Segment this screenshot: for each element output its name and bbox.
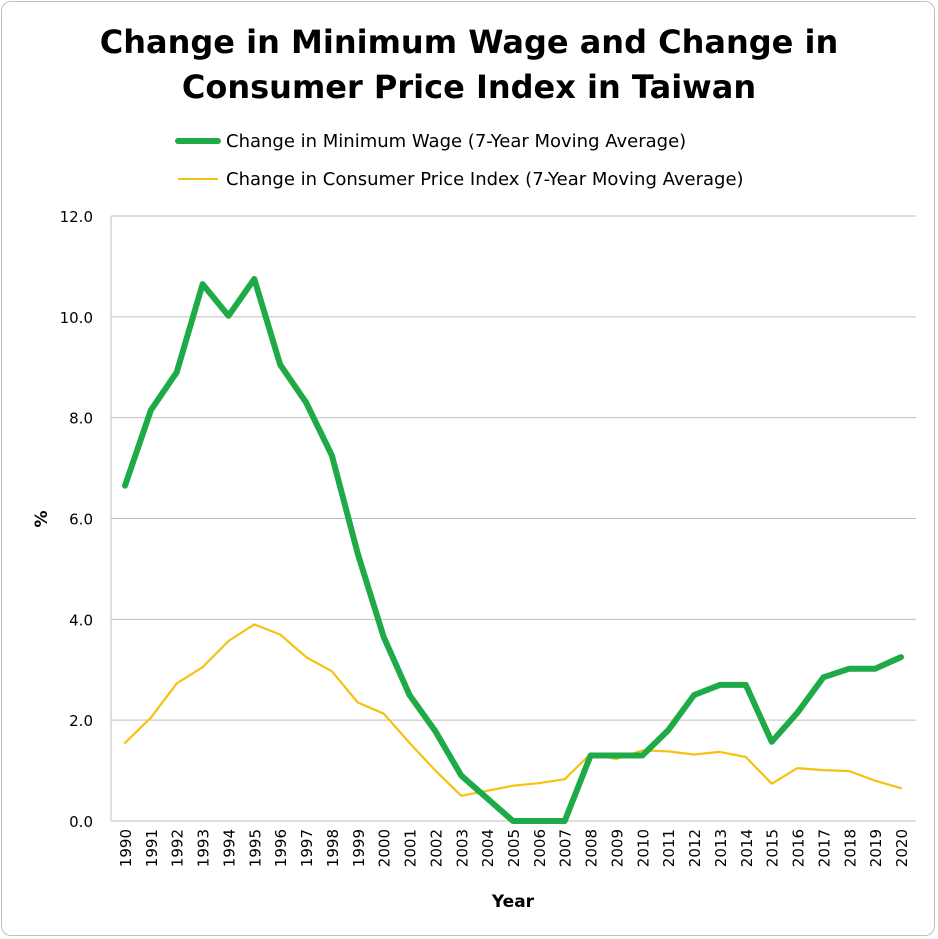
x-axis-title: Year: [491, 892, 535, 912]
x-tick-label: 1991: [143, 829, 161, 867]
y-tick-label: 12.0: [60, 208, 93, 226]
x-tick-label: 1997: [298, 829, 316, 867]
x-tick-label: 2013: [712, 829, 730, 867]
x-tick-label: 1994: [220, 829, 238, 867]
x-tick-label: 1993: [195, 829, 213, 867]
x-tick-label: 2001: [402, 829, 420, 867]
series-line-minimum-wage: [122, 276, 904, 824]
y-tick-label: 10.0: [60, 309, 93, 327]
x-tick-label: 2007: [557, 829, 575, 867]
x-tick-label: 2002: [427, 829, 445, 867]
x-axis-ticks: 1990 1991 1992 1993 1994 1995 1996 1997 1998 1999…: [117, 829, 911, 867]
x-tick-label: 2017: [815, 829, 833, 867]
x-tick-label: 2008: [583, 829, 601, 867]
x-tick-label: 2019: [867, 829, 885, 867]
x-tick-label: 1992: [169, 829, 187, 867]
y-tick-label: 6.0: [69, 511, 93, 529]
y-axis-title: %: [32, 510, 52, 527]
x-tick-label: 1995: [246, 829, 264, 867]
chart-title-line-2: Consumer Price Index in Taiwan: [182, 68, 756, 106]
x-tick-label: 2000: [376, 829, 394, 867]
gridlines: [110, 215, 916, 822]
y-tick-label: 2.0: [69, 712, 93, 730]
x-tick-label: 2014: [738, 829, 756, 867]
x-tick-label: 2015: [764, 829, 782, 867]
y-axis-ticks: 0.0 2.0 4.0 6.0 8.0 10.0 12.0: [60, 208, 93, 831]
x-tick-label: 2016: [790, 829, 808, 867]
legend-label-cpi: Change in Consumer Price Index (7-Year M…: [226, 169, 744, 190]
x-tick-label: 2011: [660, 829, 678, 867]
x-tick-label: 2018: [841, 829, 859, 867]
series-line-cpi: [123, 623, 903, 797]
chart-title-line-1: Change in Minimum Wage and Change in: [100, 23, 839, 61]
x-tick-label: 2003: [453, 829, 471, 867]
y-tick-label: 0.0: [69, 813, 93, 831]
x-tick-label: 1996: [272, 829, 290, 867]
x-tick-label: 1990: [117, 829, 135, 867]
x-tick-label: 2020: [893, 829, 911, 867]
x-tick-label: 2005: [505, 829, 523, 867]
y-tick-label: 4.0: [69, 611, 93, 629]
x-tick-label: 1998: [324, 829, 342, 867]
legend-label-minimum-wage: Change in Minimum Wage (7-Year Moving Av…: [226, 131, 686, 152]
x-tick-label: 2009: [608, 829, 626, 867]
x-tick-label: 2010: [634, 829, 652, 867]
series-lines: [122, 276, 904, 824]
x-tick-label: 2012: [686, 829, 704, 867]
x-tick-label: 2004: [479, 829, 497, 867]
x-tick-label: 1999: [350, 829, 368, 867]
x-tick-label: 2006: [531, 829, 549, 867]
y-tick-label: 8.0: [69, 410, 93, 428]
